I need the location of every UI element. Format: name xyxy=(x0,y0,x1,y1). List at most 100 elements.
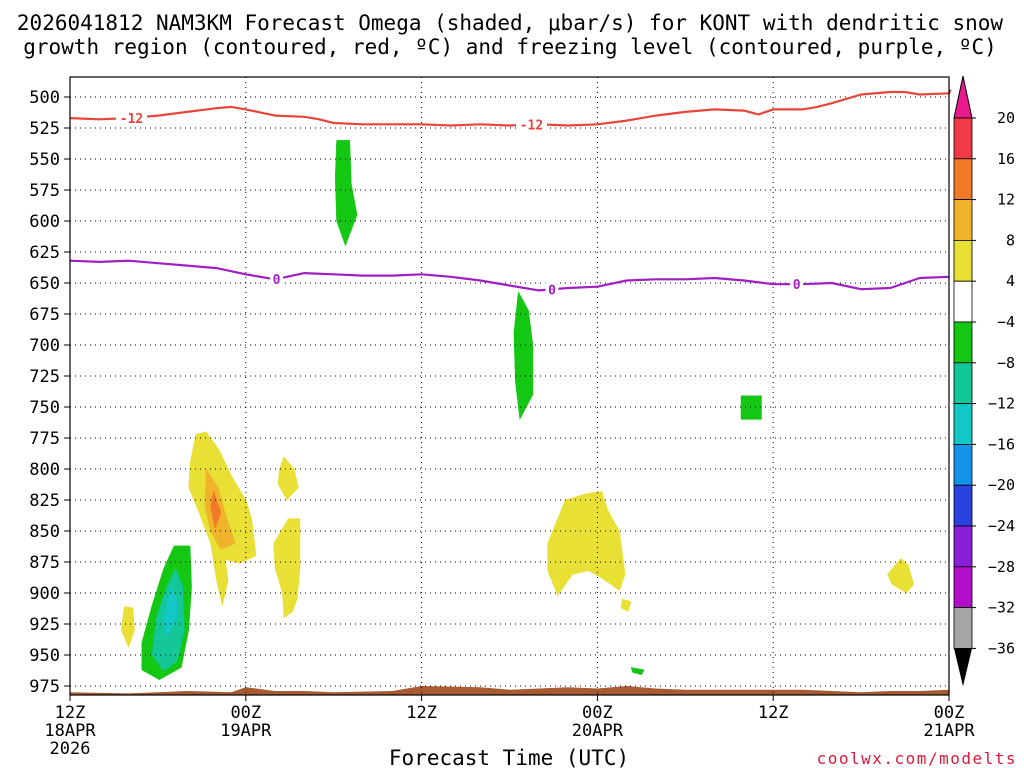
chart-title-line2: growth region (contoured, red, ºC) and f… xyxy=(23,35,997,59)
colorbar-label-12: −32 xyxy=(988,599,1015,617)
colorbar: 20 16 12 8 4 −4 −8 −12 −16 −20 −24 −28 −32 −36 xyxy=(953,75,1015,687)
x-tick-label-0-3: 2026 xyxy=(50,739,91,759)
y-tick-label-875: 875 xyxy=(29,553,60,573)
freezing-contour-label-bg-0 xyxy=(270,270,284,287)
x-tick-label-36-1: 00Z xyxy=(582,703,613,723)
colorbar-label-1: 16 xyxy=(997,150,1015,168)
plot-frame xyxy=(69,76,950,696)
x-tick-label-60-1: 00Z xyxy=(934,703,965,723)
colorbar-label-10: −24 xyxy=(988,517,1015,535)
y-tick-label-525: 525 xyxy=(29,119,60,139)
colorbar-segment-6 xyxy=(953,362,973,404)
omega-region-yellow-815 xyxy=(277,456,299,501)
y-tick-label-925: 925 xyxy=(29,615,60,635)
shaded-regions xyxy=(121,140,915,681)
y-tick-label-775: 775 xyxy=(29,429,60,449)
x-tick-label-0-2: 18APR xyxy=(44,721,96,741)
colorbar-segment-10 xyxy=(953,525,973,568)
colorbar-segment-8 xyxy=(953,443,973,486)
colorbar-label-8: −16 xyxy=(988,435,1015,453)
x-tick-label-12-2: 19APR xyxy=(220,721,272,741)
ground xyxy=(70,686,949,695)
omega-region-yellow-880 xyxy=(273,518,301,619)
y-tick-label-625: 625 xyxy=(29,243,60,263)
colorbar-label-7: −12 xyxy=(988,395,1015,413)
omega-region-green-960 xyxy=(630,667,645,676)
freezing-contour-line xyxy=(69,259,950,292)
y-tick-label-900: 900 xyxy=(29,584,60,604)
dgz-contour-label-0: -12 xyxy=(120,112,143,127)
dgz-contour-label-bg-0 xyxy=(116,109,148,126)
freezing-contour-label-1: 0 xyxy=(548,283,556,298)
y-tick-label-550: 550 xyxy=(29,150,60,170)
credit-text: coolwx.com/modelts xyxy=(817,749,1017,768)
x-tick-label-60-2: 21APR xyxy=(923,721,975,741)
omega-region-yellow-865 xyxy=(547,491,626,596)
y-tick-label-825: 825 xyxy=(29,491,60,511)
colorbar-bottom-arrow xyxy=(954,648,972,687)
x-tick-label-24-1: 12Z xyxy=(406,703,437,723)
colorbar-segment-5 xyxy=(953,321,973,364)
y-tick-label-800: 800 xyxy=(29,460,60,480)
chart-title-line1: 2026041812 NAM3KM Forecast Omega (shaded… xyxy=(17,11,1004,35)
omega-region-green-750 xyxy=(740,395,762,420)
freezing-contour-label-bg-2 xyxy=(790,276,804,293)
colorbar-segment-9 xyxy=(953,484,973,527)
y-tick-label-650: 650 xyxy=(29,274,60,294)
colorbar-segment-11 xyxy=(953,566,973,608)
y-tick-label-725: 725 xyxy=(29,367,60,387)
y-tick-label-600: 600 xyxy=(29,212,60,232)
y-tick-label-700: 700 xyxy=(29,336,60,356)
colorbar-label-2: 12 xyxy=(997,191,1015,209)
omega-region-green-570 xyxy=(334,140,358,247)
omega-region-yellow-920 xyxy=(121,606,135,648)
colorbar-segment-3 xyxy=(953,239,973,282)
omega-region-yellow-885 xyxy=(887,558,915,594)
omega-region-orange-830 xyxy=(204,468,236,550)
colorbar-segment-7 xyxy=(953,403,973,445)
x-axis-label: Forecast Time (UTC) xyxy=(389,746,629,768)
x-tick-label-36-2: 20APR xyxy=(572,721,624,741)
colorbar-segment-12 xyxy=(953,607,973,649)
y-tick-label-850: 850 xyxy=(29,522,60,542)
omega-region-teal-915 xyxy=(163,586,178,637)
colorbar-segment-4 xyxy=(953,280,973,323)
y-tick-label-750: 750 xyxy=(29,398,60,418)
colorbar-label-0: 20 xyxy=(997,109,1015,127)
colorbar-segment-2 xyxy=(953,199,973,241)
colorbar-label-3: 8 xyxy=(1006,231,1015,249)
colorbar-label-4: 4 xyxy=(1006,272,1015,290)
dgz-contour-label-bg-1 xyxy=(515,116,547,133)
omega-region-orange-830-core xyxy=(210,491,222,529)
colorbar-label-13: −36 xyxy=(988,639,1015,657)
colorbar-label-6: −8 xyxy=(997,354,1015,372)
y-tick-label-950: 950 xyxy=(29,646,60,666)
x-tick-label-12-1: 00Z xyxy=(230,703,261,723)
colorbar-top-arrow xyxy=(953,75,973,119)
y-tick-label-975: 975 xyxy=(29,677,60,697)
colorbar-label-11: −28 xyxy=(988,558,1015,576)
ground-fill xyxy=(70,686,949,695)
x-tick-label-0-1: 12Z xyxy=(55,703,86,723)
freezing-contour-label-0: 0 xyxy=(273,273,281,288)
dgz-contour-line xyxy=(69,89,952,127)
freezing-contour-label-2: 0 xyxy=(793,278,801,293)
y-tick-label-675: 675 xyxy=(29,305,60,325)
omega-region-green-700 xyxy=(513,291,534,420)
dgz-contour-label-1: -12 xyxy=(520,119,543,134)
colorbar-segment-0 xyxy=(953,117,973,160)
x-tick-label-48-1: 12Z xyxy=(758,703,789,723)
grid xyxy=(70,77,949,695)
y-tick-label-575: 575 xyxy=(29,181,60,201)
omega-region-yellow-905 xyxy=(620,598,632,612)
colorbar-label-9: −20 xyxy=(988,476,1015,494)
plot-area: -12 -12 0 0 0 xyxy=(69,76,952,696)
colorbar-segment-1 xyxy=(953,158,973,201)
y-axis: 500 525 550 575 600 625 650 675 700 725 750 775 800 8… xyxy=(29,88,70,697)
colorbar-label-5: −4 xyxy=(997,313,1015,331)
dgz-contour: -12 -12 xyxy=(69,89,952,134)
freezing-level-contour: 0 0 0 xyxy=(69,259,950,298)
freezing-contour-label-bg-1 xyxy=(545,281,559,298)
